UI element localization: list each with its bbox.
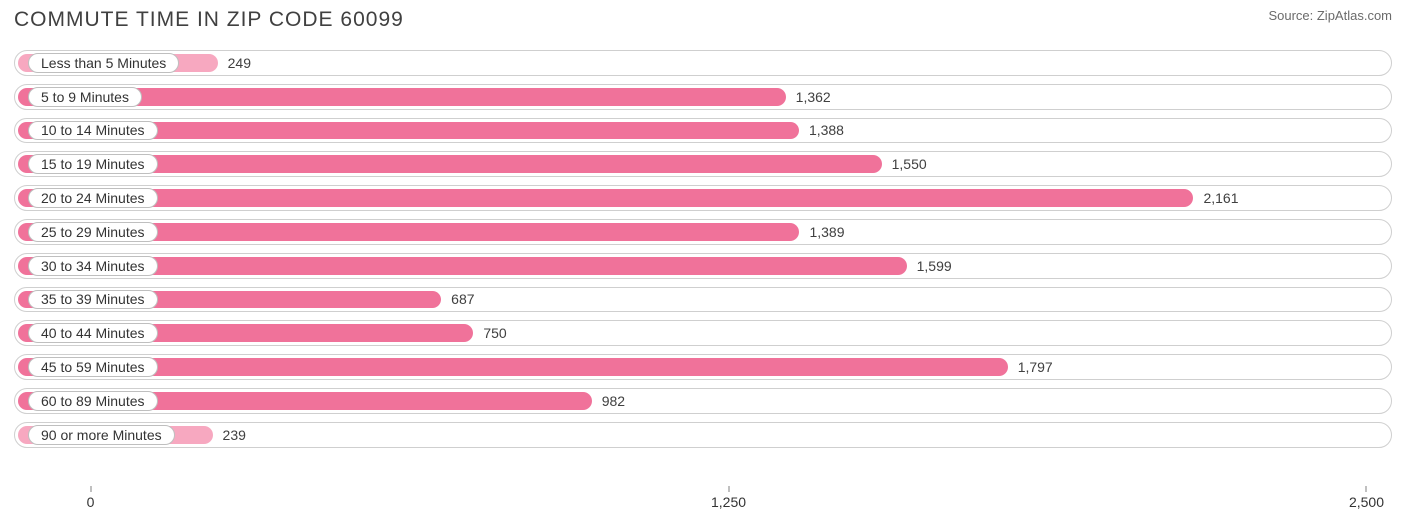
value-label: 1,389	[809, 215, 844, 249]
category-label: 10 to 14 Minutes	[28, 121, 158, 141]
bar	[18, 358, 1008, 376]
category-label: Less than 5 Minutes	[28, 53, 179, 73]
category-label: 20 to 24 Minutes	[28, 188, 158, 208]
category-label: 35 to 39 Minutes	[28, 290, 158, 310]
bar-row: 5 to 9 Minutes 1,362	[14, 80, 1392, 114]
x-axis: 0 1,250 2,500	[14, 486, 1392, 514]
bar-row: Less than 5 Minutes 249	[14, 46, 1392, 80]
value-label: 239	[223, 418, 246, 452]
value-label: 1,550	[892, 147, 927, 181]
header: COMMUTE TIME IN ZIP CODE 60099 Source: Z…	[14, 8, 1392, 32]
value-label: 2,161	[1203, 181, 1238, 215]
bar-row: 25 to 29 Minutes 1,389	[14, 215, 1392, 249]
bar-row: 45 to 59 Minutes 1,797	[14, 350, 1392, 384]
chart-source: Source: ZipAtlas.com	[1268, 8, 1392, 23]
tick-label: 1,250	[711, 494, 746, 510]
chart-container: COMMUTE TIME IN ZIP CODE 60099 Source: Z…	[0, 0, 1406, 522]
value-label: 1,388	[809, 114, 844, 148]
tick-mark	[728, 486, 729, 492]
category-label: 45 to 59 Minutes	[28, 357, 158, 377]
category-label: 40 to 44 Minutes	[28, 323, 158, 343]
value-label: 687	[451, 283, 474, 317]
tick-mark	[1366, 486, 1367, 492]
category-label: 15 to 19 Minutes	[28, 154, 158, 174]
tick-mark	[90, 486, 91, 492]
bar-track	[14, 422, 1392, 448]
value-label: 750	[483, 316, 506, 350]
value-label: 1,599	[917, 249, 952, 283]
category-label: 90 or more Minutes	[28, 425, 175, 445]
bar-row: 20 to 24 Minutes 2,161	[14, 181, 1392, 215]
chart-title: COMMUTE TIME IN ZIP CODE 60099	[14, 8, 404, 32]
category-label: 5 to 9 Minutes	[28, 87, 142, 107]
bar-row: 15 to 19 Minutes 1,550	[14, 147, 1392, 181]
bar-row: 35 to 39 Minutes 687	[14, 283, 1392, 317]
category-label: 30 to 34 Minutes	[28, 256, 158, 276]
bar-row: 90 or more Minutes 239	[14, 418, 1392, 452]
value-label: 249	[228, 46, 251, 80]
axis-tick: 2,500	[1366, 486, 1367, 492]
bar-row: 60 to 89 Minutes 982	[14, 384, 1392, 418]
value-label: 1,797	[1018, 350, 1053, 384]
category-label: 25 to 29 Minutes	[28, 222, 158, 242]
tick-label: 2,500	[1349, 494, 1384, 510]
value-label: 982	[602, 384, 625, 418]
axis-tick: 1,250	[728, 486, 729, 492]
bar-row: 30 to 34 Minutes 1,599	[14, 249, 1392, 283]
value-label: 1,362	[796, 80, 831, 114]
bar-row: 10 to 14 Minutes 1,388	[14, 114, 1392, 148]
plot-area: Less than 5 Minutes 249 5 to 9 Minutes 1,36…	[14, 46, 1392, 486]
category-label: 60 to 89 Minutes	[28, 391, 158, 411]
bar	[18, 189, 1193, 207]
bar-row: 40 to 44 Minutes 750	[14, 316, 1392, 350]
axis-tick: 0	[90, 486, 91, 492]
tick-label: 0	[87, 494, 95, 510]
bar-track	[14, 50, 1392, 76]
